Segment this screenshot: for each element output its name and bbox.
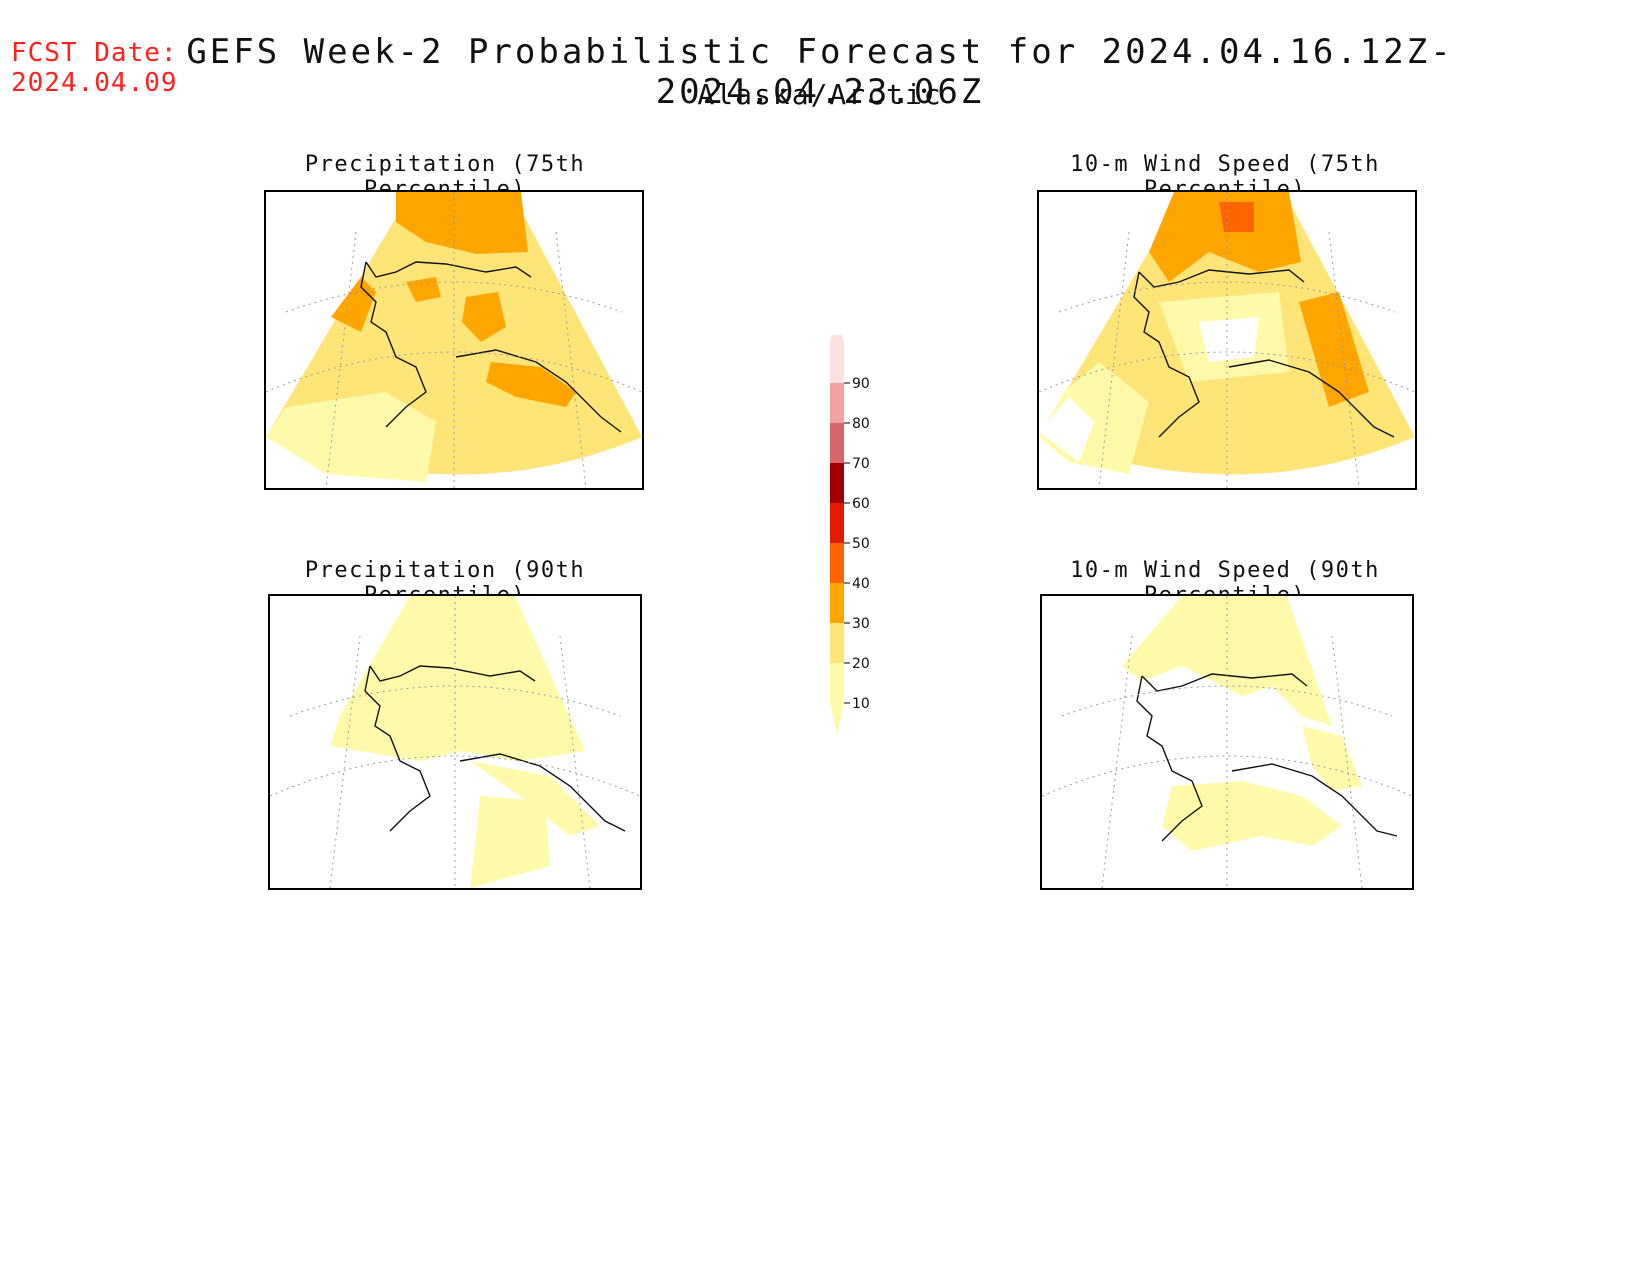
legend-swatch-8 [830, 343, 844, 383]
prob-low-south [1162, 781, 1342, 851]
graticule [1042, 596, 1412, 888]
map-wind75 [1037, 190, 1417, 490]
prob-band-north [1149, 192, 1301, 282]
legend-label-90: 90 [852, 376, 870, 392]
prob-band-south [486, 362, 576, 407]
legend-label-50: 50 [852, 536, 870, 552]
legend-swatch-2 [830, 583, 844, 623]
legend-label-20: 20 [852, 656, 870, 672]
prob-low-se [470, 796, 550, 888]
legend-swatch-7 [830, 383, 844, 423]
prob-low-east [1302, 726, 1362, 791]
graticule [266, 192, 642, 488]
coastline [1136, 673, 1398, 842]
legend-swatch-0 [830, 663, 844, 703]
legend-label-70: 70 [852, 456, 870, 472]
legend-svg: 10 20 30 40 50 60 70 80 90 [830, 313, 870, 735]
graticule [270, 596, 640, 888]
legend-label-40: 40 [852, 576, 870, 592]
legend-label-30: 30 [852, 616, 870, 632]
fcst-date-label: FCST Date: 2024.04.09 [11, 38, 178, 98]
legend-label-10: 10 [852, 696, 870, 712]
map-precip75 [264, 190, 644, 490]
map-wind90 [1040, 594, 1414, 890]
prob-band-east [1299, 292, 1369, 407]
legend-swatch-4 [830, 503, 844, 543]
prob-low-north [1122, 596, 1332, 726]
prob-low-coast [470, 761, 600, 836]
graticule [1039, 192, 1415, 488]
prob-blob-center [462, 292, 506, 342]
fcst-label: FCST Date: [11, 38, 178, 68]
prob-low-north [330, 596, 585, 761]
prob-white-sw [1039, 397, 1094, 462]
prob-low-sw [266, 392, 436, 482]
legend-cap-bottom [830, 703, 844, 735]
prob-core-north [1219, 202, 1254, 232]
page-title: GEFS Week-2 Probabilistic Forecast for 2… [186, 32, 1454, 112]
coastline [360, 261, 622, 433]
legend-label-60: 60 [852, 496, 870, 512]
page-subtitle: Alaska/Arctic [697, 78, 943, 111]
legend-swatch-1 [830, 623, 844, 663]
legend-cap-top [830, 313, 844, 343]
prob-band-north [396, 192, 528, 254]
prob-white-center [1199, 317, 1259, 362]
color-legend: 10 20 30 40 50 60 70 80 90 [820, 313, 900, 735]
legend-swatch-5 [830, 463, 844, 503]
map-precip90 [268, 594, 642, 890]
legend-label-80: 80 [852, 416, 870, 432]
legend-swatch-6 [830, 423, 844, 463]
legend-swatch-3 [830, 543, 844, 583]
fcst-date: 2024.04.09 [11, 68, 178, 98]
coastline [364, 665, 626, 832]
coastline [1133, 269, 1395, 438]
